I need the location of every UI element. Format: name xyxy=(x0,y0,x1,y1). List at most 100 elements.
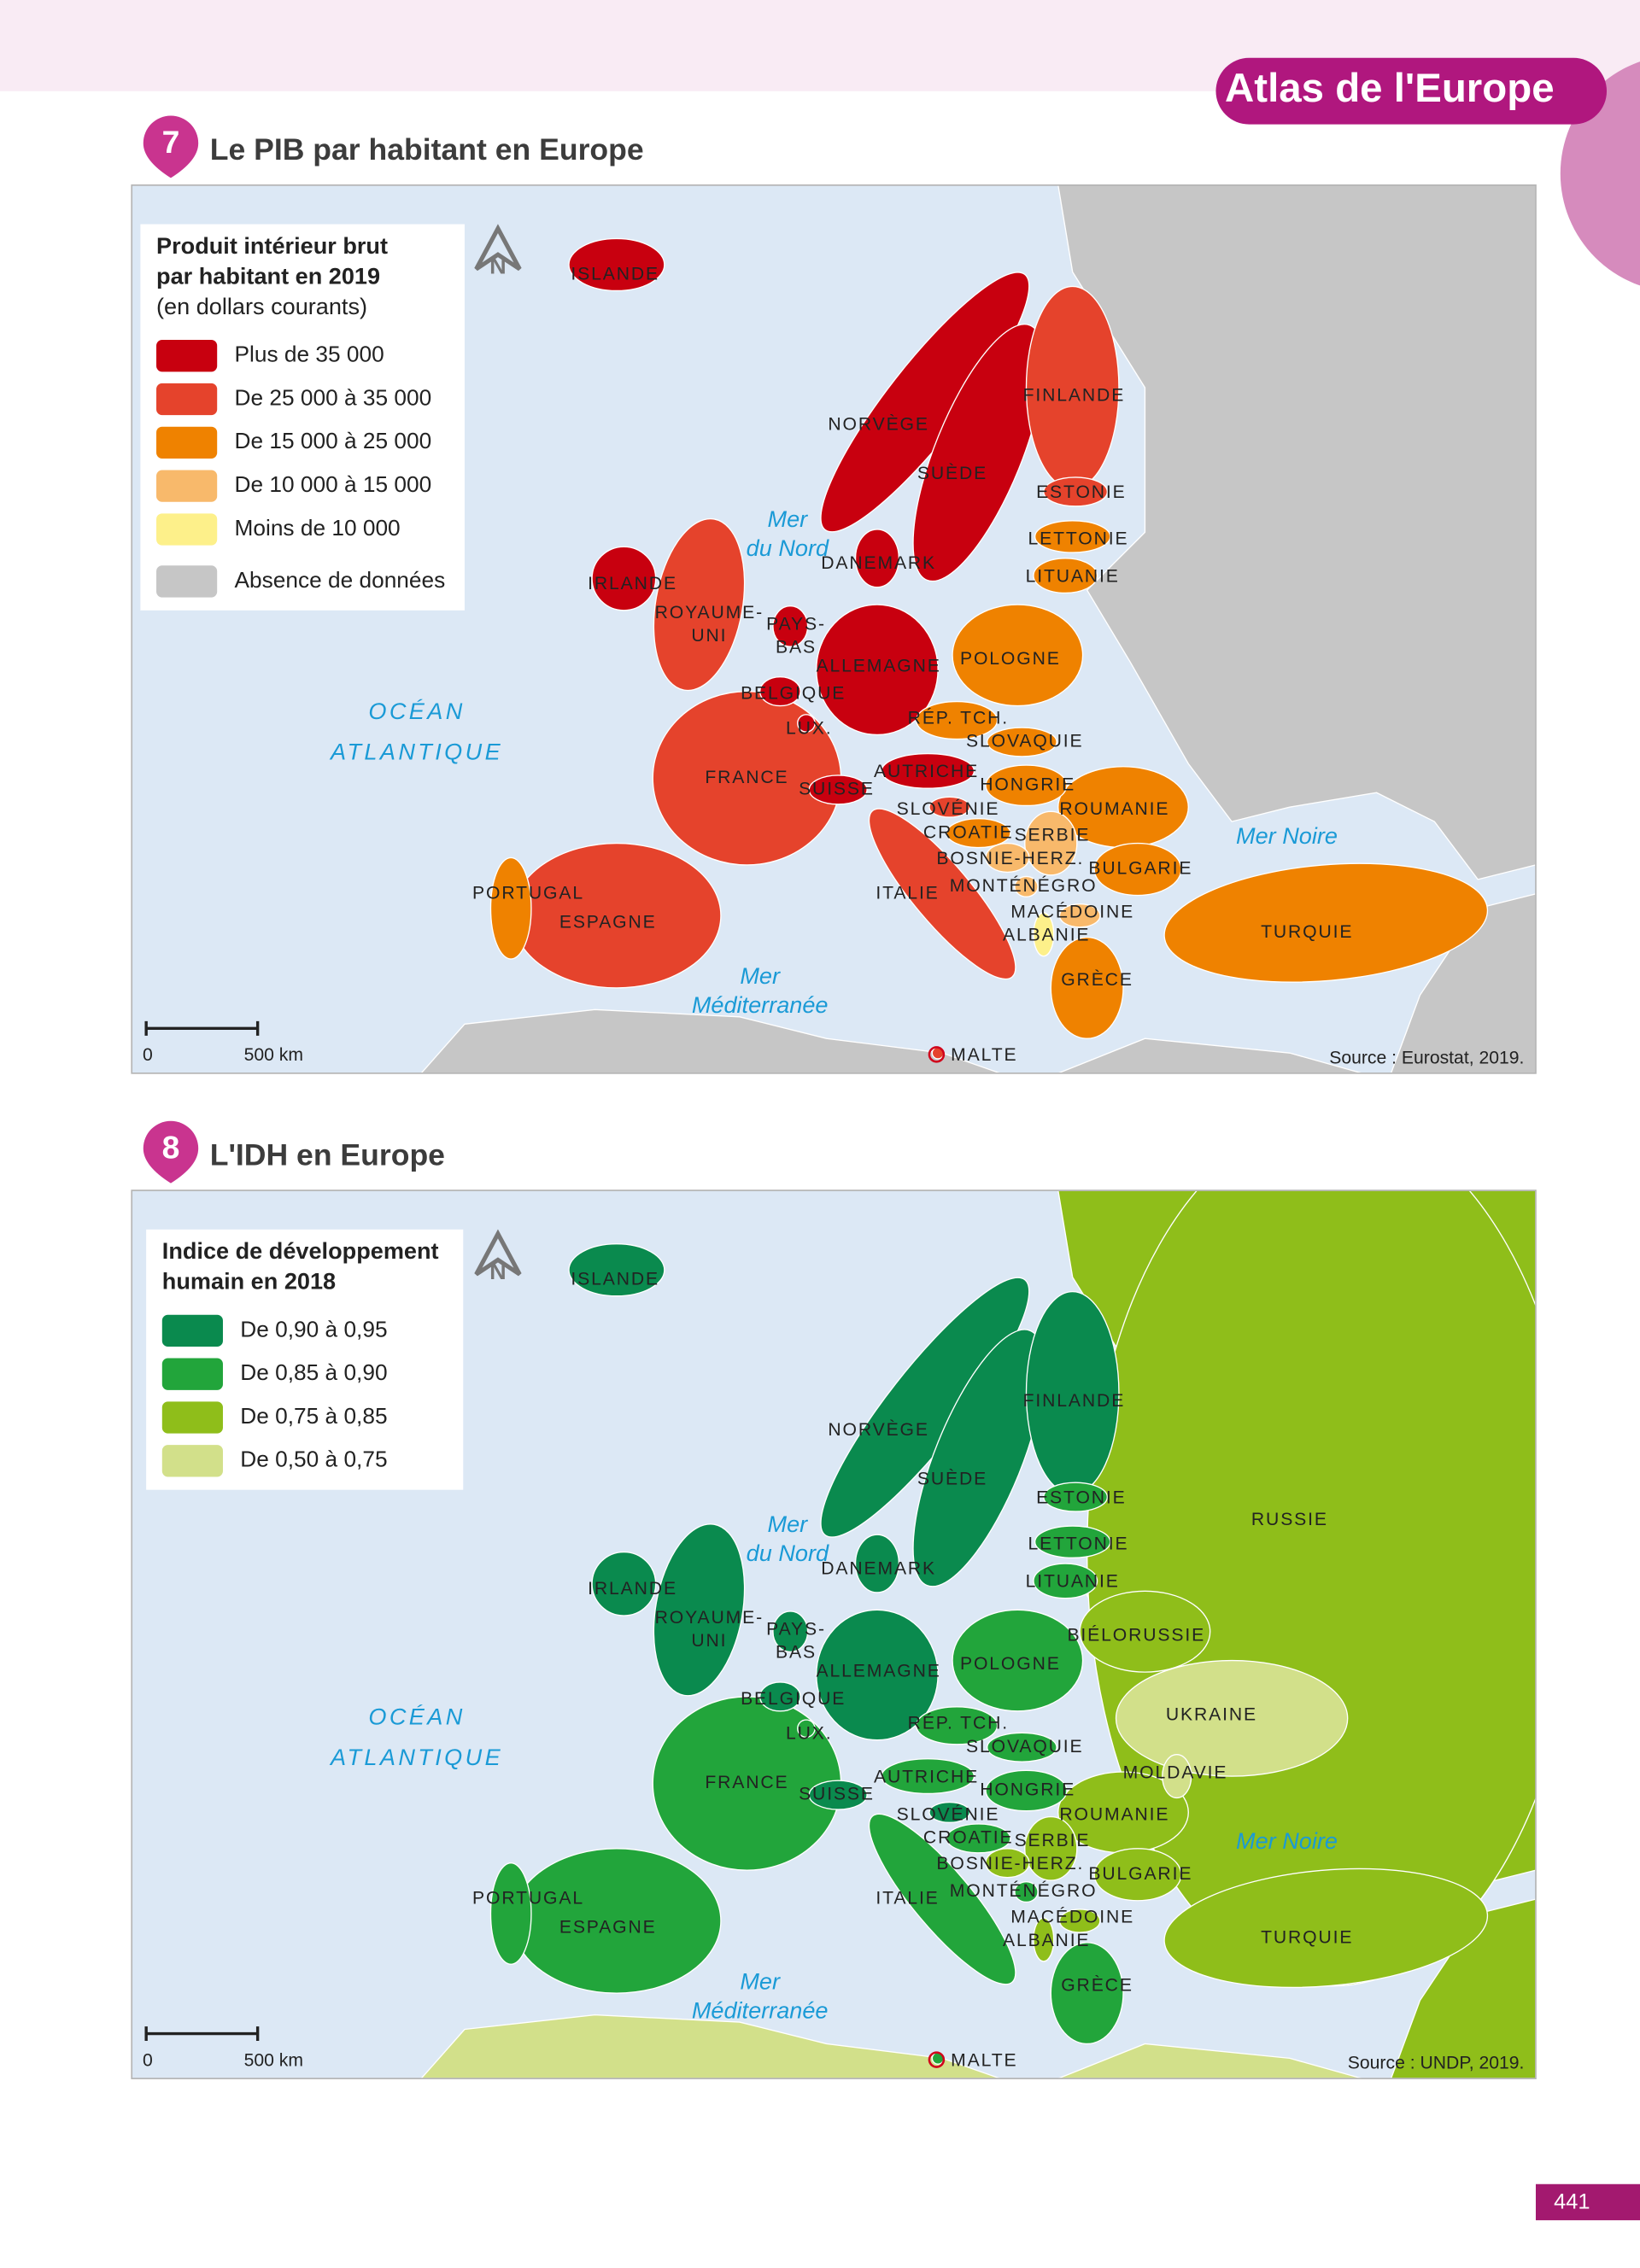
header-pill xyxy=(1215,57,1608,125)
legend-label: De 0,50 à 0,75 xyxy=(240,1447,387,1472)
legend-subtitle: (en dollars courants) xyxy=(156,293,367,319)
scale-end: 500 km xyxy=(244,1045,303,1065)
country-label: POLOGNE xyxy=(960,1654,1061,1674)
country-shape xyxy=(928,796,971,818)
country-label: NORVÈGE xyxy=(828,413,928,435)
country-label: BOSNIE-HERZ. xyxy=(936,849,1084,868)
heading-number: 7 xyxy=(162,124,180,160)
legend-label: De 15 000 à 25 000 xyxy=(235,428,432,453)
country-label: PAYS- xyxy=(766,1620,826,1640)
country-label: ITALIE xyxy=(876,883,939,903)
country-label: SLOVÉNIE xyxy=(897,1803,1000,1824)
country-label: SUÈDE xyxy=(917,462,987,483)
country-label: BAS xyxy=(776,637,817,657)
country-shape xyxy=(916,1706,999,1745)
sea-label: Mer Noire xyxy=(1236,1827,1338,1854)
page-number-box xyxy=(1535,2183,1640,2221)
country-label: MONTÉNÉGRO xyxy=(950,874,1098,896)
country-label: FINLANDE xyxy=(1023,1391,1126,1411)
sea-label: OCÉAN xyxy=(368,698,465,724)
country-shape xyxy=(928,1801,971,1823)
sea-label: ATLANTIQUE xyxy=(329,739,503,765)
background-land xyxy=(1057,184,1536,880)
country-label: ESPAGNE xyxy=(559,1918,657,1938)
legend-swatch xyxy=(156,470,218,502)
country-label: ROUMANIE xyxy=(1059,1804,1169,1824)
country-shape xyxy=(1058,903,1101,928)
map-frame xyxy=(131,1190,1537,2079)
country-shape xyxy=(1024,1815,1078,1881)
country-shape xyxy=(758,676,801,707)
country-label: IRLANDE xyxy=(588,1579,677,1599)
country-shape xyxy=(797,714,816,733)
country-label: GRÈCE xyxy=(1061,1973,1133,1995)
sea-label: Mer Noire xyxy=(1236,822,1338,849)
sea-label: Mer xyxy=(768,1511,809,1537)
legend-box xyxy=(140,224,465,611)
background-land xyxy=(420,2014,1362,2079)
country-shape xyxy=(854,529,900,588)
legend-label: De 0,85 à 0,90 xyxy=(240,1359,387,1385)
legend-swatch xyxy=(161,1358,223,1390)
country-label: FRANCE xyxy=(705,1773,788,1792)
source: Source : UNDP, 2019. xyxy=(1348,2054,1525,2073)
country-label: IRLANDE xyxy=(588,574,677,593)
country-label: UNI xyxy=(691,626,727,646)
sea-label: Mer xyxy=(740,962,781,989)
country-shape xyxy=(952,1609,1084,1712)
legend-title: Indice de développement xyxy=(162,1237,439,1264)
country-label: POLOGNE xyxy=(960,649,1061,669)
country-label: FRANCE xyxy=(705,768,788,787)
legend-title: Produit intérieur brut xyxy=(156,232,388,259)
country-shape xyxy=(868,1813,1016,1985)
country-label: SLOVAQUIE xyxy=(966,1737,1084,1757)
country-label: ALLEMAGNE xyxy=(817,656,941,675)
country-shape xyxy=(489,856,532,960)
sea-label: du Nord xyxy=(747,1540,829,1566)
country-label: ESTONIE xyxy=(1036,1488,1127,1507)
country-label: RÉP. TCH. xyxy=(908,706,1009,728)
country-shape xyxy=(1033,558,1098,594)
country-label: PORTUGAL xyxy=(472,1889,584,1909)
legend-label: De 0,90 à 0,95 xyxy=(240,1316,387,1342)
background-land xyxy=(1390,893,1536,1073)
country-label: ISLANDE xyxy=(571,264,659,284)
sea-label: Mer xyxy=(768,506,809,532)
legend-label: De 10 000 à 15 000 xyxy=(235,471,432,497)
sea-label: Méditerranée xyxy=(692,1996,829,2023)
legend: Indice de développement humain en 2018 De … xyxy=(146,1229,464,1490)
malta-marker xyxy=(928,1046,946,1063)
legend-title: humain en 2018 xyxy=(162,1268,336,1295)
country-label: BULGARIE xyxy=(1088,859,1192,879)
country-label: HONGRIE xyxy=(980,775,1075,794)
country-shape xyxy=(591,1551,657,1616)
country-shape xyxy=(1043,476,1109,507)
heading-number: 8 xyxy=(162,1129,180,1165)
legend-swatch xyxy=(161,1314,223,1347)
country-shape xyxy=(1034,1525,1111,1558)
country-label: BELGIQUE xyxy=(741,684,846,704)
country-label: NORVÈGE xyxy=(828,1418,928,1440)
country-label: MALTE xyxy=(951,1045,1017,1065)
country-label: BAS xyxy=(776,1643,817,1663)
country-shape xyxy=(1093,842,1182,897)
country-shape xyxy=(916,700,999,740)
country-label: LITUANIE xyxy=(1026,566,1120,586)
country-shape xyxy=(758,1681,801,1712)
country-shape xyxy=(808,775,868,805)
background-land xyxy=(1390,1898,1536,2079)
country-label: RÉP. TCH. xyxy=(908,1712,1009,1733)
country-shape xyxy=(985,1848,1030,1879)
map-frame xyxy=(131,184,1537,1074)
country-shape xyxy=(1163,1868,1489,1989)
country-label: LETTONIE xyxy=(1028,1534,1128,1554)
country-label: SUÈDE xyxy=(917,1467,987,1488)
country-label: DANEMARK xyxy=(821,553,936,573)
legend-swatch xyxy=(156,426,218,459)
country-shape xyxy=(489,1862,532,1965)
country-shape xyxy=(653,517,746,692)
country-label: CROATIE xyxy=(923,822,1014,842)
compass-letter: N xyxy=(489,253,507,279)
country-label: BOSNIE-HERZ. xyxy=(936,1854,1084,1873)
